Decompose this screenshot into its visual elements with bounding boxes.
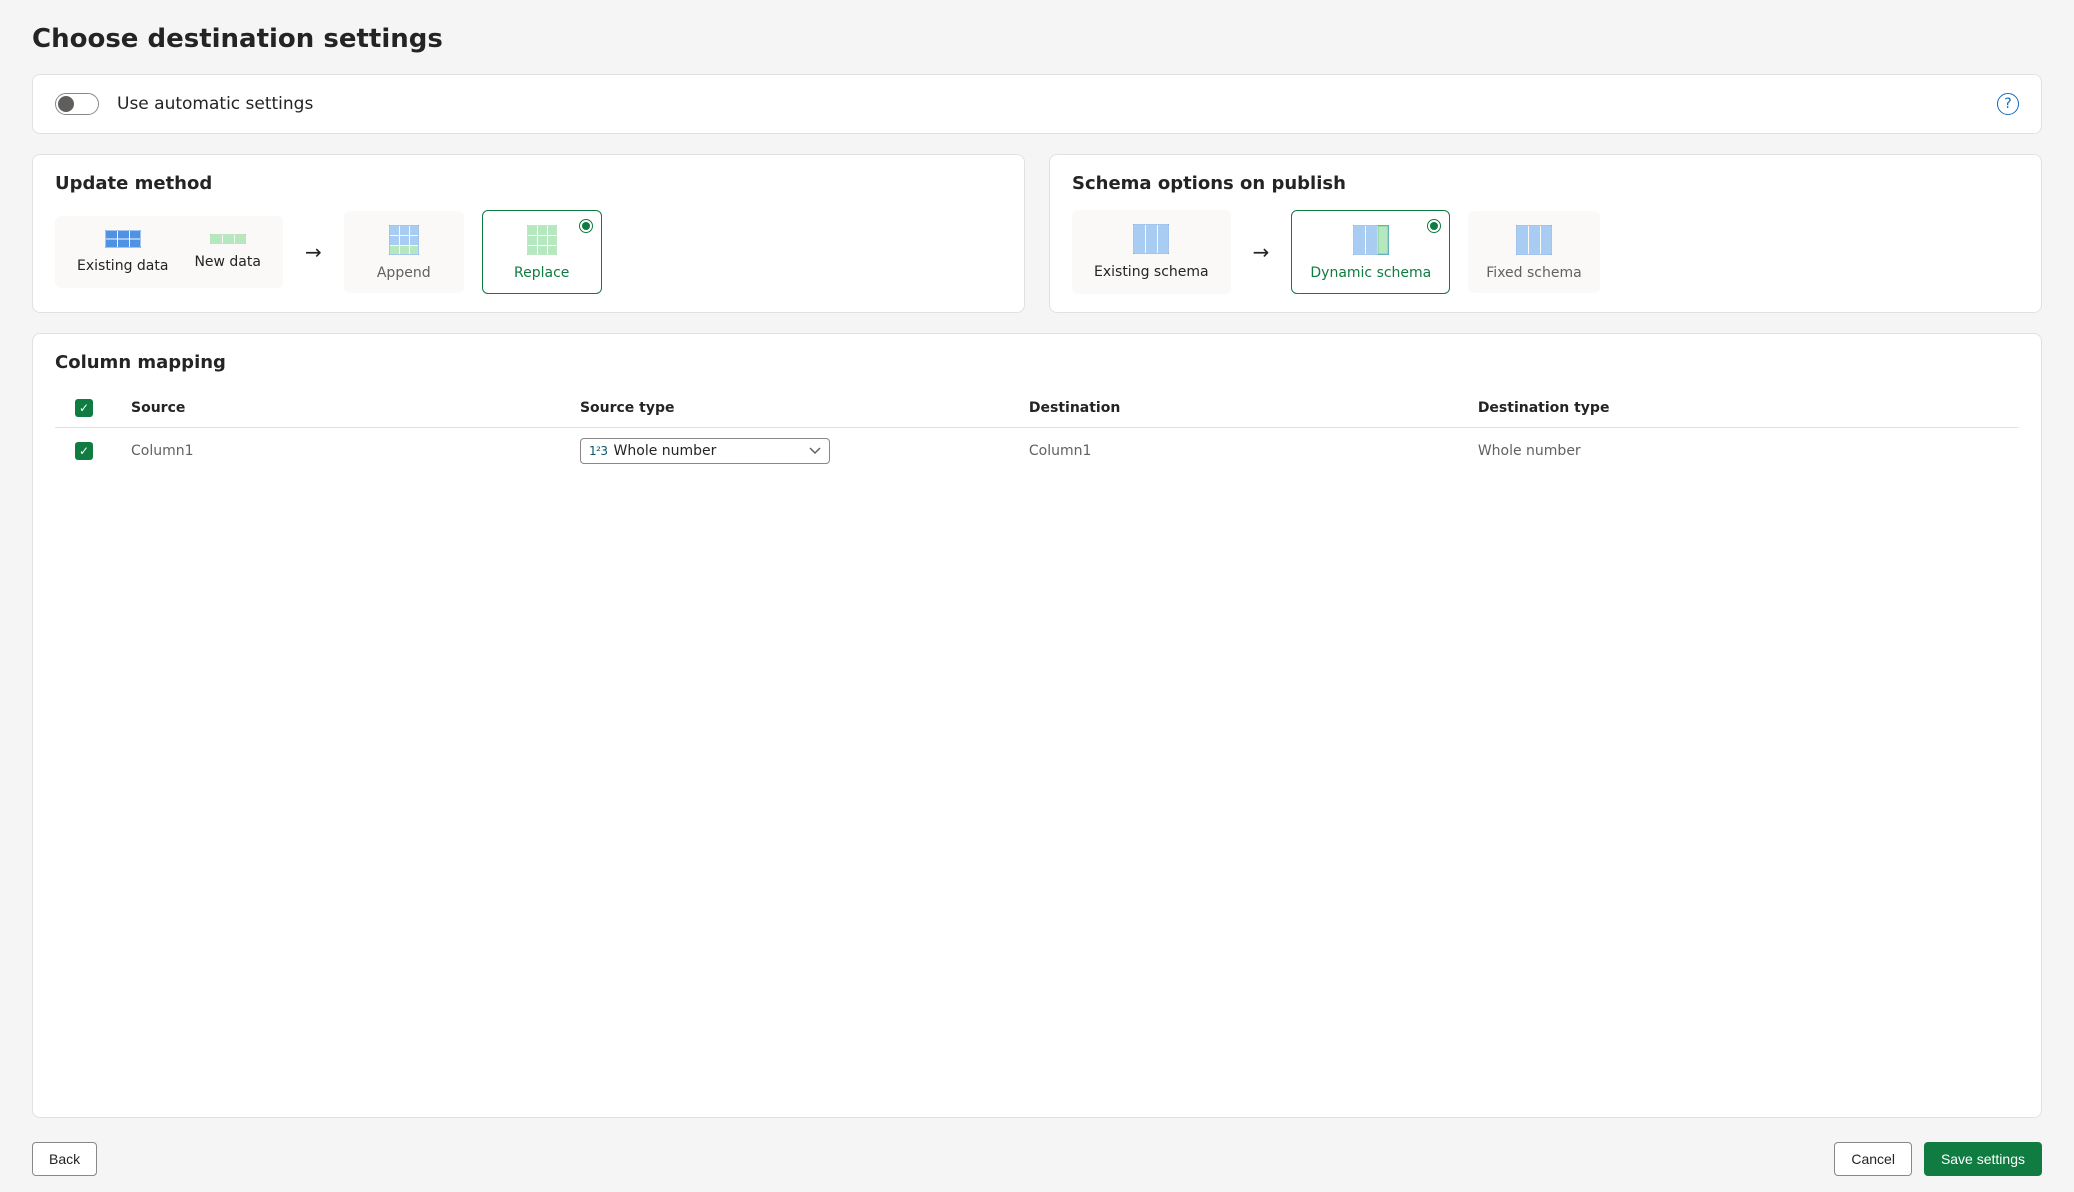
update-method-title: Update method [55,173,1002,194]
column-mapping-card: Column mapping ✓ Source Source type Dest… [32,333,2042,1118]
cancel-button[interactable]: Cancel [1834,1142,1912,1176]
fixed-schema-icon [1516,225,1552,255]
dynamic-schema-label: Dynamic schema [1310,265,1431,281]
auto-settings-card: Use automatic settings ? [32,74,2042,134]
page-title: Choose destination settings [32,24,2042,54]
replace-label: Replace [514,265,569,281]
schema-source-group: Existing schema [1072,210,1231,294]
header-source-type: Source type [580,400,1013,416]
footer: Back Cancel Save settings [32,1138,2042,1176]
row-destination: Column1 [1029,443,1462,459]
existing-data-icon [105,230,141,248]
schema-options-card: Schema options on publish Existing schem… [1049,154,2042,313]
row-source: Column1 [131,443,564,459]
update-method-card: Update method Existing data New data → A… [32,154,1025,313]
arrow-icon: → [301,240,326,264]
arrow-icon: → [1249,240,1274,264]
replace-icon [527,225,557,255]
existing-data-label: Existing data [77,258,168,274]
dynamic-schema-option[interactable]: Dynamic schema [1291,210,1450,294]
column-mapping-title: Column mapping [55,352,2019,373]
dynamic-schema-icon [1353,225,1389,255]
source-type-value: Whole number [614,443,717,459]
auto-settings-toggle[interactable] [55,93,99,115]
dynamic-radio-icon [1427,219,1441,233]
replace-radio-icon [579,219,593,233]
append-label: Append [377,265,431,281]
header-source: Source [131,400,564,416]
source-type-select[interactable]: 1²3 Whole number [580,438,830,464]
new-data-mini: New data [194,234,261,270]
existing-data-mini: Existing data [77,230,168,274]
number-type-icon: 1²3 [589,444,608,458]
schema-options-title: Schema options on publish [1072,173,2019,194]
new-data-label: New data [194,254,261,270]
append-icon [389,225,419,255]
chevron-down-icon [809,447,821,455]
mapping-header-row: ✓ Source Source type Destination Destina… [55,389,2019,428]
row-destination-type: Whole number [1478,443,2019,459]
toggle-knob [58,96,74,112]
replace-option[interactable]: Replace [482,210,602,294]
existing-schema-mini: Existing schema [1094,224,1209,280]
mapping-row: ✓ Column1 1²3 Whole number Column1 Whole… [55,428,2019,474]
update-source-group: Existing data New data [55,216,283,288]
back-button[interactable]: Back [32,1142,97,1176]
header-destination: Destination [1029,400,1462,416]
save-settings-button[interactable]: Save settings [1924,1142,2042,1176]
fixed-schema-label: Fixed schema [1486,265,1581,281]
select-all-checkbox[interactable]: ✓ [75,399,93,417]
auto-settings-label: Use automatic settings [117,94,313,114]
existing-schema-icon [1133,224,1169,254]
help-icon[interactable]: ? [1997,93,2019,115]
append-option[interactable]: Append [344,211,464,293]
existing-schema-label: Existing schema [1094,264,1209,280]
fixed-schema-option[interactable]: Fixed schema [1468,211,1599,293]
new-data-icon [210,234,246,244]
row-checkbox[interactable]: ✓ [75,442,93,460]
header-destination-type: Destination type [1478,400,2019,416]
